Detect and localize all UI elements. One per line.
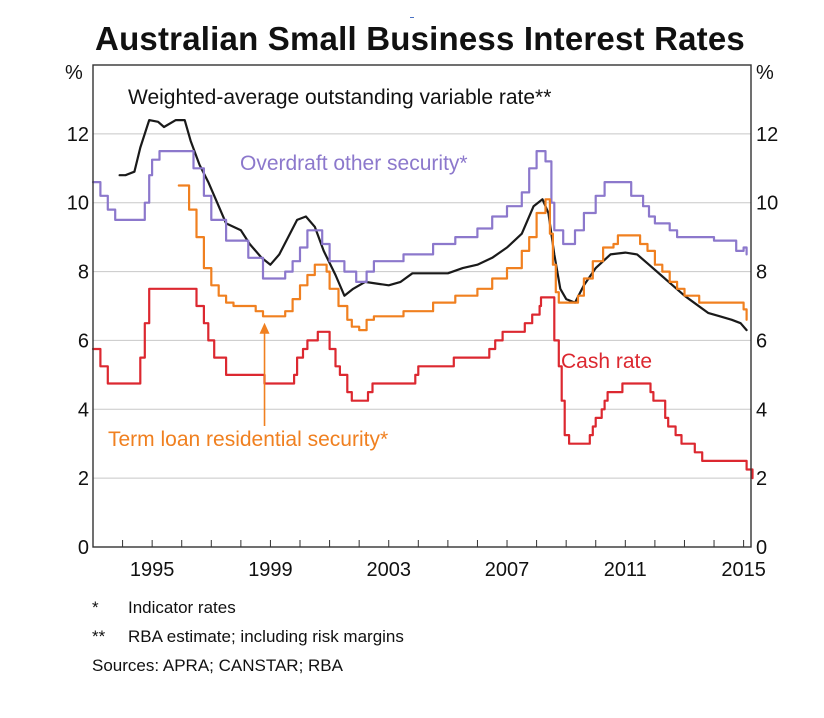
chart-title: Australian Small Business Interest Rates [95,20,745,57]
y-tick-left-10: 10 [67,193,89,215]
y-tick-right-8: 8 [756,262,767,284]
label-layer: % % Weighted-average outstanding variabl… [65,62,774,451]
footnote-2-mark: ** [92,627,106,646]
footnote-2: ** RBA estimate; including risk margins [92,627,404,656]
series-line-2 [177,184,748,332]
label-cash-rate: Cash rate [561,350,652,373]
x-tick-2003: 2003 [366,559,411,581]
y-tick-right-0: 0 [756,537,767,559]
label-overdraft: Overdraft other security* [240,152,468,175]
series-line-1 [91,150,748,283]
y-tick-left-0: 0 [78,537,89,559]
decorative-dash [410,17,414,18]
y-tick-right-2: 2 [756,468,767,490]
series-layer [91,119,754,480]
footnote-1: * Indicator rates [92,598,404,627]
frame-layer [92,64,752,548]
footnote-1-mark: * [92,598,99,617]
x-tick-1995: 1995 [130,559,175,581]
sources-line: Sources: APRA; CANSTAR; RBA [92,656,343,675]
y-tick-left-4: 4 [78,399,89,421]
plot-frame [92,64,752,548]
y-tick-right-12: 12 [756,124,778,146]
chart-plot: 0 0 2 2 4 4 6 6 8 8 10 10 12 12 1995 1999 2003 2007 2011 20… [65,62,779,581]
footnote-2-text: RBA estimate; including risk margins [128,627,404,646]
annotation-arrow-head [259,322,270,334]
y-tick-left-12: 12 [67,124,89,146]
y-tick-left-2: 2 [78,468,89,490]
y-tick-left-6: 6 [78,330,89,352]
label-term-loan: Term loan residential security* [108,428,388,451]
y-tick-right-10: 10 [756,193,778,215]
y-tick-right-4: 4 [756,399,767,421]
label-weighted-average: Weighted-average outstanding variable ra… [128,86,551,109]
series-line-0 [118,119,748,332]
y-unit-right: % [756,62,774,84]
x-tick-2011: 2011 [604,559,647,581]
grid-layer [93,133,751,479]
x-tick-2015: 2015 [721,559,766,581]
x-tick-2007: 2007 [485,559,530,581]
tick-layer: 0 0 2 2 4 4 6 6 8 8 10 10 12 12 1995 1999 2003 2007 2011 20… [67,124,779,581]
x-tick-1999: 1999 [248,559,293,581]
y-unit-left: % [65,62,83,84]
footnote-1-text: Indicator rates [128,598,236,617]
y-tick-left-8: 8 [78,262,89,284]
footnotes: * Indicator rates ** RBA estimate; includi… [92,598,404,682]
y-tick-right-6: 6 [756,330,767,352]
series-line-3 [91,287,754,480]
